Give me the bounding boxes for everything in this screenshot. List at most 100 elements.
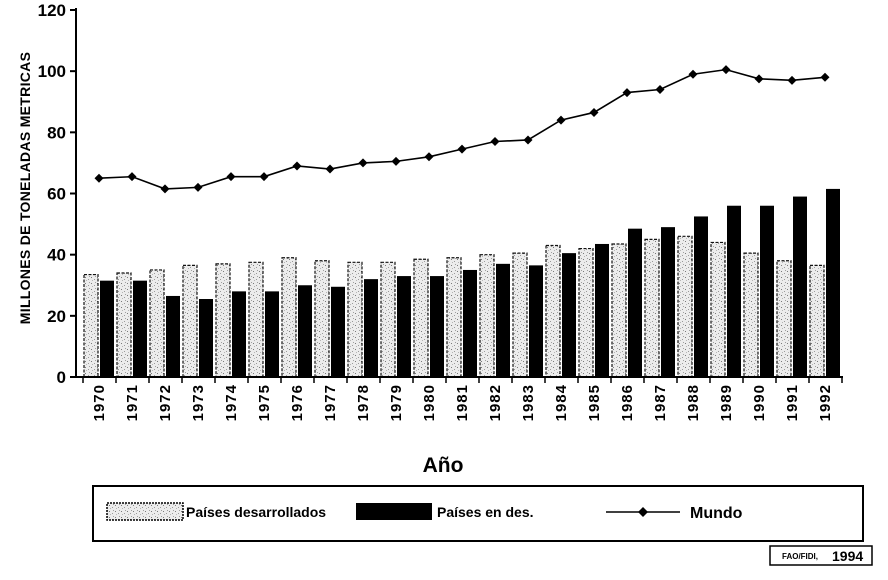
legend-swatch-developing — [356, 503, 432, 520]
world-point-1980 — [424, 152, 434, 162]
bar-developed-1970 — [83, 273, 99, 378]
world-point-1975 — [259, 172, 269, 182]
bar-developing-1980 — [430, 276, 444, 377]
source-stamp: FAO/FIDI, 1994 — [769, 545, 873, 566]
bar-developing-1991 — [793, 196, 807, 377]
x-tick-label-1988: 1988 — [685, 384, 702, 421]
bar-developing-1987 — [661, 227, 675, 377]
x-tick-label-1980: 1980 — [421, 384, 438, 421]
y-tick-labels: 0 20 40 60 80 100 120 — [38, 1, 66, 387]
world-point-1982 — [490, 137, 500, 147]
legend-frame — [92, 485, 864, 542]
world-point-1973 — [193, 182, 203, 192]
bar-developed-1980 — [413, 258, 429, 378]
source-year: 1994 — [832, 548, 863, 564]
x-tick-label-1970: 1970 — [91, 384, 108, 421]
world-point-1981 — [457, 144, 467, 154]
x-tick-label-1989: 1989 — [718, 384, 735, 421]
source-prefix: FAO/FIDI, — [782, 552, 818, 561]
bar-developed-1988 — [677, 235, 693, 378]
y-tick-label-40: 40 — [47, 246, 66, 265]
x-tick-label-1984: 1984 — [553, 384, 570, 421]
legend: Países desarrollados Países en des. Mund… — [92, 485, 864, 542]
world-point-1979 — [391, 156, 401, 166]
world-series-line — [98, 68, 826, 190]
bar-developed-1984 — [545, 244, 561, 378]
x-tick-label-1981: 1981 — [454, 384, 471, 421]
axes-layer — [70, 8, 843, 383]
x-tick-label-1978: 1978 — [355, 384, 372, 421]
source-box — [769, 545, 873, 566]
bar-developed-1972 — [149, 269, 165, 378]
world-point-1974 — [226, 172, 236, 182]
world-point-1992 — [820, 72, 830, 82]
bar-developing-1977 — [331, 286, 345, 377]
x-tick-label-1977: 1977 — [322, 384, 339, 421]
bar-developing-1971 — [133, 280, 147, 377]
bar-developed-1974 — [215, 263, 231, 378]
x-tick-label-1976: 1976 — [289, 384, 306, 421]
bar-developing-1986 — [628, 228, 642, 377]
x-tick-label-1982: 1982 — [487, 384, 504, 421]
legend-marker-world — [638, 507, 648, 517]
bar-developed-1983 — [512, 252, 528, 378]
bar-developed-1992 — [809, 264, 825, 378]
bar-developed-1973 — [182, 264, 198, 378]
x-tick-label-1983: 1983 — [520, 384, 537, 421]
legend-swatch-developed — [106, 502, 184, 521]
x-tick-label-1972: 1972 — [157, 384, 174, 421]
world-point-1977 — [325, 164, 335, 174]
world-point-1978 — [358, 158, 368, 168]
bar-developed-1986 — [611, 243, 627, 378]
y-tick-label-100: 100 — [38, 62, 66, 81]
bar-developed-1991 — [776, 260, 792, 378]
x-tick-label-1979: 1979 — [388, 384, 405, 421]
bar-developed-1975 — [248, 261, 264, 378]
bar-developing-1988 — [694, 216, 708, 377]
x-tick-labels: 1970 1971 1972 1973 1974 1975 1976 1977 1978 1979… — [91, 384, 834, 421]
world-point-1985 — [589, 107, 599, 117]
bar-developed-1981 — [446, 257, 462, 378]
x-tick-label-1974: 1974 — [223, 384, 240, 421]
bar-developing-1983 — [529, 265, 543, 377]
y-tick-label-20: 20 — [47, 307, 66, 326]
world-point-1976 — [292, 161, 302, 171]
world-point-1989 — [721, 65, 731, 75]
bar-developed-1978 — [347, 261, 363, 378]
x-tick-label-1975: 1975 — [256, 384, 273, 421]
world-point-1971 — [127, 172, 137, 182]
bar-developing-1982 — [496, 263, 510, 377]
bar-developed-1977 — [314, 260, 330, 378]
bar-developing-1978 — [364, 279, 378, 377]
world-point-1987 — [655, 85, 665, 95]
world-point-1991 — [787, 75, 797, 85]
bar-developed-1982 — [479, 254, 495, 378]
bar-developing-1989 — [727, 205, 741, 377]
bar-developed-1979 — [380, 261, 396, 378]
bar-developed-1976 — [281, 257, 297, 378]
x-axis-label: Año — [423, 454, 464, 477]
world-point-1984 — [556, 115, 566, 125]
bar-developing-1981 — [463, 269, 477, 377]
bar-developing-1992 — [826, 188, 840, 377]
legend-label-world: Mundo — [690, 505, 743, 522]
x-tick-label-1991: 1991 — [784, 384, 801, 421]
x-tick-label-1973: 1973 — [190, 384, 207, 421]
world-point-1988 — [688, 69, 698, 79]
world-point-1983 — [523, 135, 533, 145]
world-point-1990 — [754, 74, 764, 84]
y-tick-label-120: 120 — [38, 1, 66, 20]
bar-developed-1971 — [116, 272, 132, 378]
x-tick-label-1971: 1971 — [124, 384, 141, 421]
legend-label-developed: Países desarrollados — [186, 504, 326, 520]
bar-developed-1990 — [743, 252, 759, 378]
world-line-layer — [94, 65, 830, 194]
x-tick-label-1985: 1985 — [586, 384, 603, 421]
legend-label-developing: Países en des. — [437, 504, 534, 520]
bar-developing-1972 — [166, 295, 180, 377]
bar-developed-1985 — [578, 247, 594, 378]
bar-developed-1987 — [644, 238, 660, 378]
world-point-1986 — [622, 88, 632, 98]
